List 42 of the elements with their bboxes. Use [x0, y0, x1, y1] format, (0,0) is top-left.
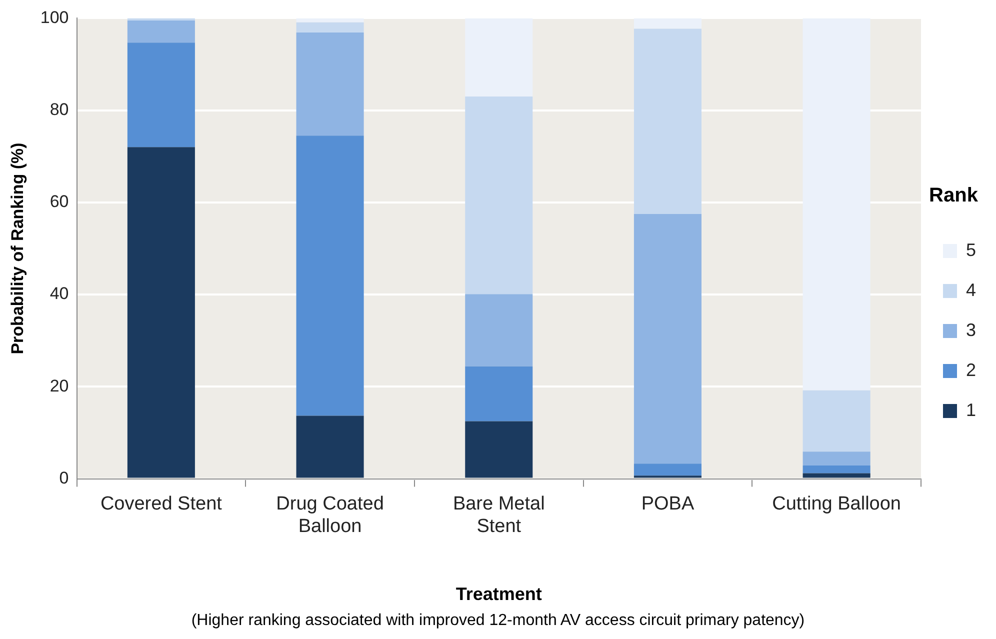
y-axis-title: Probability of Ranking (%) — [8, 142, 27, 354]
bar — [127, 20, 195, 43]
x-tick-label: Bare Metal Stent — [452, 493, 545, 538]
x-tick-label: Covered Stent — [100, 493, 223, 514]
y-tick-label: 40 — [50, 284, 69, 304]
bar — [296, 416, 364, 478]
bar — [465, 96, 533, 294]
bar — [127, 147, 195, 478]
legend-label: 3 — [966, 320, 976, 340]
text: (Higher ranking associated with improved 12-month AV access circuit primary patency) — [190, 612, 806, 630]
x-tick-label: Cutting Balloon — [772, 493, 902, 514]
bar — [127, 42, 195, 148]
y-tick-label: 20 — [50, 376, 69, 396]
bar — [465, 421, 533, 478]
y-tick-label: 0 — [59, 468, 69, 488]
bar — [465, 366, 533, 422]
bar — [634, 28, 702, 214]
bar — [296, 32, 364, 136]
y-tick-label: 80 — [50, 100, 69, 120]
bar — [802, 390, 870, 452]
legend-label: 2 — [966, 360, 976, 380]
legend-label: 1 — [966, 400, 976, 420]
bar — [634, 18, 702, 29]
x-axis-title: Treatment — [456, 584, 542, 604]
legend-label: 4 — [966, 280, 976, 300]
x-tick-label: Drug Coated Balloon — [276, 493, 384, 538]
y-tick-label: 60 — [50, 192, 69, 212]
bar — [465, 294, 533, 366]
y-tick-label: 100 — [40, 8, 69, 27]
bar — [465, 18, 533, 96]
bar — [296, 22, 364, 32]
x-tick-label: POBA — [641, 493, 694, 514]
bar — [296, 18, 364, 22]
bar — [634, 464, 702, 476]
bar — [802, 18, 870, 390]
bar — [634, 214, 702, 464]
bar — [296, 136, 364, 416]
bar — [802, 452, 870, 466]
legend-label: 5 — [966, 240, 976, 260]
bar — [802, 465, 870, 474]
legend-title: Rank — [929, 184, 979, 207]
bar — [802, 473, 870, 478]
